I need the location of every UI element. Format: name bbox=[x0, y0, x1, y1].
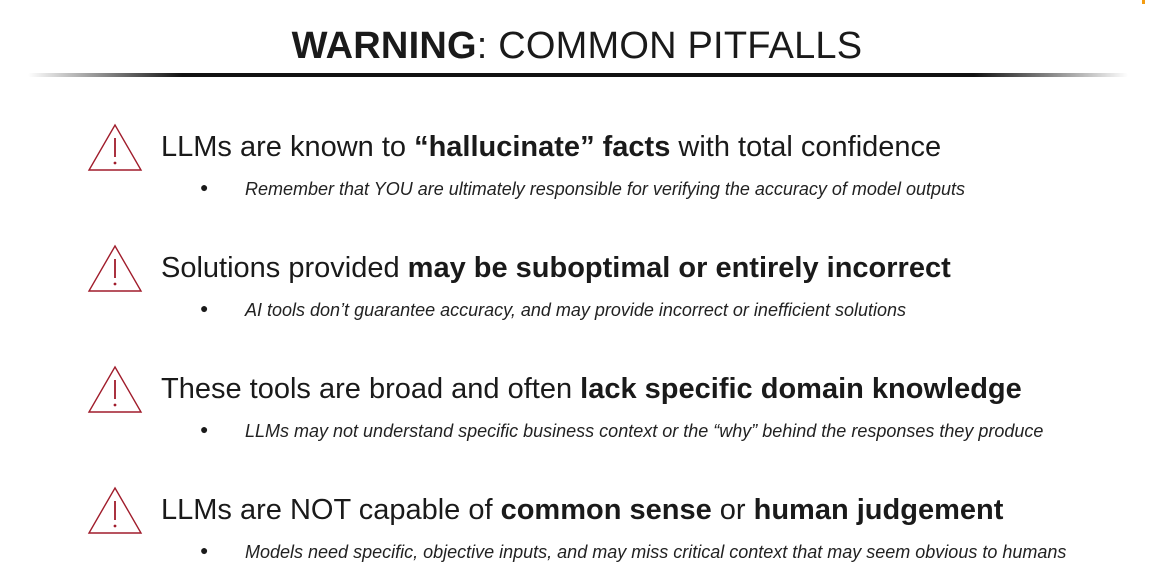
pitfall-subtext: LLMs may not understand specific busines… bbox=[245, 421, 1044, 441]
pitfall-item-hallucination: LLMs are known to “hallucinate” facts wi… bbox=[87, 123, 1147, 213]
bullet-dot: ● bbox=[200, 300, 209, 316]
corner-accent-mark bbox=[1142, 0, 1145, 4]
pitfall-subtext: Remember that YOU are ultimately respons… bbox=[245, 179, 965, 199]
pitfall-subtext: AI tools don’t guarantee accuracy, and m… bbox=[245, 300, 907, 320]
heading-emphasis: human judgement bbox=[753, 494, 1004, 526]
heading-text: Solutions provided bbox=[161, 252, 408, 284]
pitfall-subtext: Models need specific, objective inputs, … bbox=[245, 542, 1067, 562]
heading-emphasis: lack specific domain knowledge bbox=[580, 373, 1022, 405]
bullet-dot: ● bbox=[200, 179, 209, 195]
warning-triangle-icon bbox=[87, 365, 143, 413]
heading-emphasis: “hallucinate” facts bbox=[414, 131, 671, 163]
title-rest: : COMMON PITFALLS bbox=[476, 25, 863, 67]
pitfall-item-incorrect-solutions: Solutions provided may be suboptimal or … bbox=[87, 244, 1147, 334]
pitfall-heading: LLMs are NOT capable of common sense or … bbox=[161, 493, 1003, 527]
pitfall-item-common-sense: LLMs are NOT capable of common sense or … bbox=[87, 486, 1147, 576]
heading-text: with total confidence bbox=[670, 131, 942, 163]
title-divider bbox=[28, 73, 1128, 77]
heading-emphasis: common sense bbox=[500, 494, 712, 526]
heading-text: LLMs are NOT capable of bbox=[161, 494, 501, 526]
heading-text: These tools are broad and often bbox=[161, 373, 581, 405]
page-title: WARNING: COMMON PITFALLS bbox=[0, 24, 1154, 68]
heading-text: or bbox=[711, 494, 754, 526]
pitfall-heading: Solutions provided may be suboptimal or … bbox=[161, 251, 951, 285]
bullet-dot: ● bbox=[200, 421, 209, 437]
pitfall-heading: LLMs are known to “hallucinate” facts wi… bbox=[161, 130, 941, 164]
pitfall-heading: These tools are broad and often lack spe… bbox=[161, 372, 1022, 406]
warning-triangle-icon bbox=[87, 244, 143, 292]
warning-triangle-icon bbox=[87, 486, 143, 534]
warning-triangle-icon bbox=[87, 123, 143, 171]
bullet-dot: ● bbox=[200, 542, 209, 558]
heading-emphasis: may be suboptimal or entirely incorrect bbox=[407, 252, 951, 284]
title-bold: WARNING bbox=[291, 25, 477, 67]
pitfall-item-domain-knowledge: These tools are broad and often lack spe… bbox=[87, 365, 1147, 455]
heading-text: LLMs are known to bbox=[161, 131, 415, 163]
